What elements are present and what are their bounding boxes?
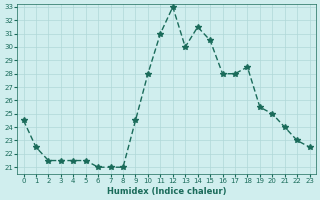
X-axis label: Humidex (Indice chaleur): Humidex (Indice chaleur)	[107, 187, 226, 196]
